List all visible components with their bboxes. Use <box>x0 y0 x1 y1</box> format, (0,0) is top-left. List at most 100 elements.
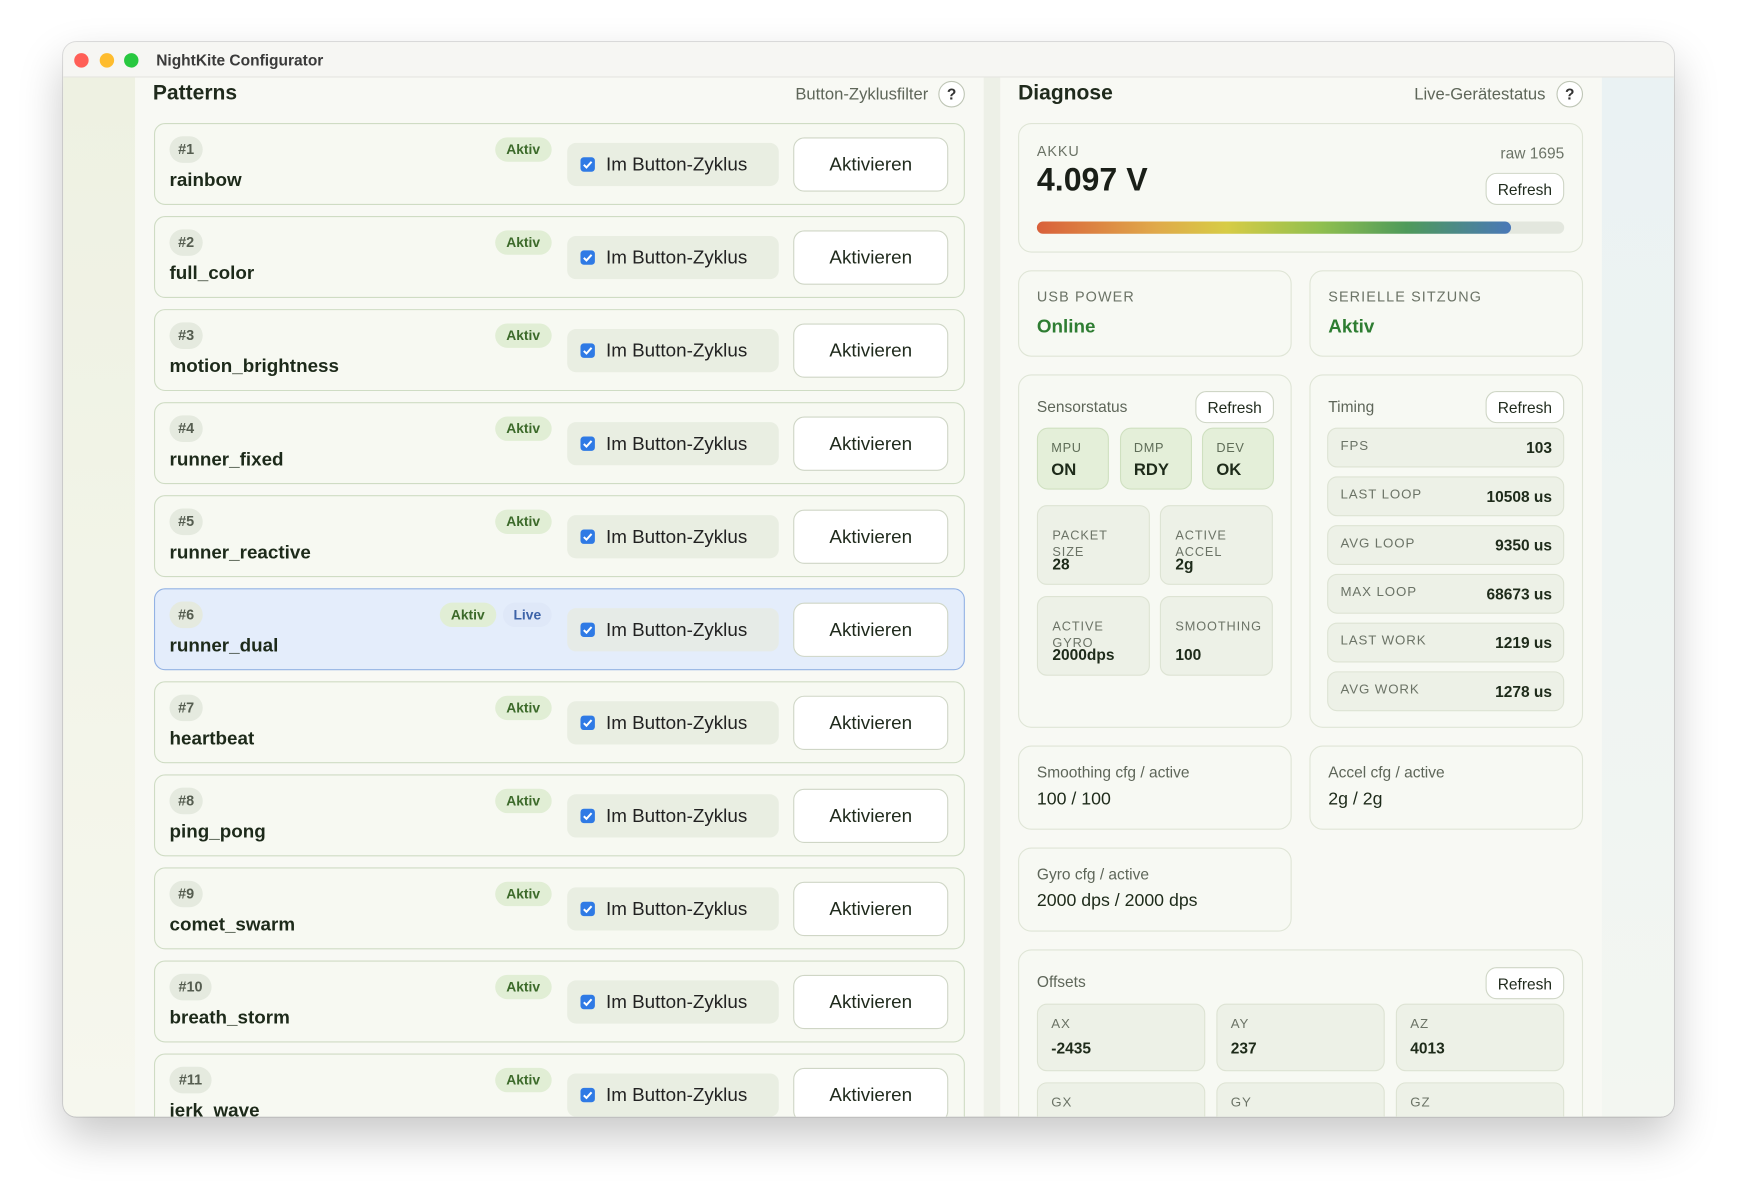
timing-value: 103 <box>1526 438 1553 457</box>
check-icon <box>583 719 593 728</box>
activate-button[interactable] <box>793 695 949 750</box>
checkbox[interactable] <box>580 157 595 172</box>
checkbox[interactable] <box>580 622 595 637</box>
status-label: Live-Gerätestatus <box>1414 84 1546 104</box>
help-button[interactable] <box>938 80 965 108</box>
offset-tile <box>1216 1082 1385 1117</box>
zoom-button[interactable] <box>124 53 139 68</box>
activate-button[interactable] <box>793 788 949 844</box>
help-button[interactable] <box>1556 80 1584 108</box>
pattern-number-pill <box>169 229 203 256</box>
sensor-flag-value: OK <box>1216 460 1242 480</box>
activate-button-label: Aktivieren <box>829 991 913 1013</box>
sensor-flag-value: RDY <box>1133 460 1169 480</box>
activate-button[interactable] <box>793 881 949 937</box>
sensor-stat-label: PACKET SIZE <box>1052 529 1108 560</box>
offset-tile <box>1036 1082 1206 1117</box>
status-badge-label: Live <box>513 607 542 623</box>
pattern-number-pill <box>169 415 203 443</box>
status-badge <box>494 416 552 441</box>
panel-gap <box>983 77 1001 1117</box>
status-badge <box>494 137 552 162</box>
refresh-button[interactable] <box>1485 172 1565 205</box>
checkbox[interactable] <box>580 436 595 451</box>
activate-button[interactable] <box>793 1067 949 1117</box>
checkbox[interactable] <box>580 994 595 1010</box>
status-badge <box>502 602 552 628</box>
pattern-number: #7 <box>178 699 195 716</box>
cycle-label: Im Button-Zyklus <box>605 990 748 1012</box>
refresh-button-label: Refresh <box>1207 398 1262 416</box>
timing-row <box>1327 476 1565 517</box>
checkbox[interactable] <box>580 715 595 731</box>
cycle-toggle[interactable] <box>567 1073 779 1117</box>
cycle-toggle[interactable] <box>567 235 779 280</box>
config-card <box>1018 847 1292 932</box>
timing-label: AVG WORK <box>1340 680 1420 697</box>
refresh-button[interactable] <box>1195 391 1274 424</box>
help-icon: ? <box>946 85 957 104</box>
check-icon <box>583 812 593 821</box>
cycle-toggle[interactable] <box>567 701 779 745</box>
sensor-stat-value: 2000dps <box>1052 645 1115 664</box>
timing-row <box>1327 427 1565 468</box>
checkbox[interactable] <box>580 343 595 358</box>
activate-button[interactable] <box>793 230 949 285</box>
pattern-number-pill <box>169 508 203 536</box>
activate-button-label: Aktivieren <box>829 619 913 641</box>
cycle-toggle[interactable] <box>567 887 779 931</box>
activate-button[interactable] <box>793 974 949 1030</box>
cycle-label: Im Button-Zyklus <box>605 804 748 826</box>
timing-value: 1219 us <box>1495 633 1553 652</box>
status-badge <box>494 788 552 814</box>
pattern-name: jerk_wave <box>169 1099 260 1117</box>
activate-button[interactable] <box>793 323 949 378</box>
sensor-flag <box>1119 427 1192 490</box>
check-icon <box>583 533 593 542</box>
cycle-toggle[interactable] <box>567 142 779 187</box>
close-button[interactable] <box>74 53 89 68</box>
activate-button[interactable] <box>793 416 949 471</box>
checkbox[interactable] <box>580 901 595 917</box>
pattern-number: #2 <box>178 233 195 251</box>
akku-label: AKKU <box>1036 142 1080 160</box>
pattern-number: #11 <box>178 1071 203 1088</box>
cycle-label: Im Button-Zyklus <box>605 897 748 919</box>
config-value: 100 / 100 <box>1036 789 1111 809</box>
cycle-toggle[interactable] <box>567 329 779 373</box>
akku-value: 4.097 V <box>1036 162 1148 199</box>
cycle-toggle[interactable] <box>567 608 779 652</box>
pattern-number-pill <box>169 136 203 163</box>
sensor-stat-label: ACTIVE ACCEL <box>1175 529 1227 560</box>
checkbox[interactable] <box>580 529 595 544</box>
status-badge-label: Aktiv <box>506 886 541 902</box>
status-badge <box>494 230 552 255</box>
content: Patterns Button-Zyklusfilter? #1 rainbow Akt… <box>63 77 1674 1117</box>
sensor-stat-label: SMOOTHING <box>1175 620 1262 634</box>
activate-button[interactable] <box>793 137 949 192</box>
activate-button[interactable] <box>793 602 949 657</box>
check-icon <box>583 1091 593 1100</box>
help-icon: ? <box>1565 85 1575 104</box>
cycle-toggle[interactable] <box>567 422 779 466</box>
pattern-name: runner_fixed <box>169 448 284 470</box>
minimize-button[interactable] <box>99 53 115 68</box>
filter-label: Button-Zyklusfilter <box>795 84 929 104</box>
activate-button[interactable] <box>793 509 949 564</box>
checkbox[interactable] <box>580 808 595 824</box>
timing-label: MAX LOOP <box>1340 583 1417 599</box>
cycle-label: Im Button-Zyklus <box>605 525 748 547</box>
offset-tile <box>1395 1082 1565 1117</box>
status-badge-label: Aktiv <box>506 1072 541 1088</box>
checkbox[interactable] <box>580 250 595 265</box>
cycle-toggle[interactable] <box>567 515 779 559</box>
offset-value: -2435 <box>1051 1039 1091 1057</box>
cycle-toggle[interactable] <box>567 794 779 838</box>
refresh-button[interactable] <box>1485 967 1565 1000</box>
checkbox[interactable] <box>580 1087 595 1103</box>
cycle-label: Im Button-Zyklus <box>605 432 748 454</box>
status-badge-label: Aktiv <box>506 234 541 251</box>
cycle-toggle[interactable] <box>567 980 779 1024</box>
refresh-button[interactable] <box>1485 391 1565 424</box>
